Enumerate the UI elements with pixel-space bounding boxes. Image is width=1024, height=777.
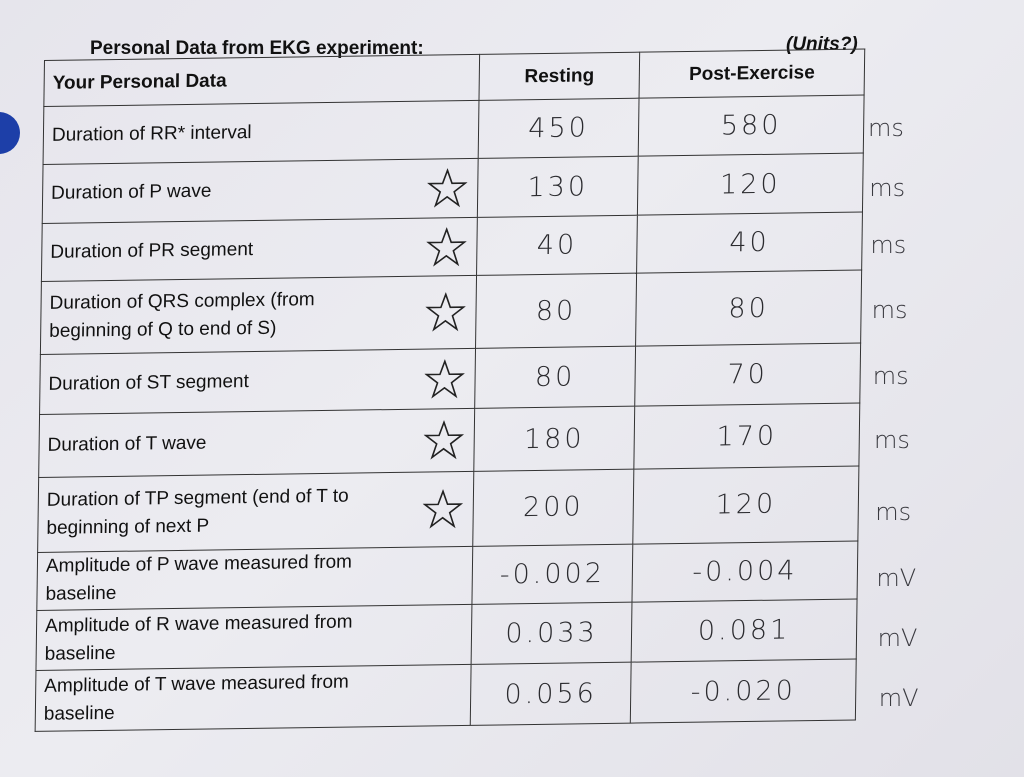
row-label: Amplitude of P wave measured from baseli… <box>45 551 353 606</box>
punch-hole <box>0 112 20 154</box>
resting-value: 80 <box>475 273 637 349</box>
row-label-cell: Duration of TP segment (end of T to begi… <box>37 471 474 552</box>
unit-annotation: ms <box>875 498 912 526</box>
post-exercise-value: 580 <box>638 95 865 157</box>
resting-value: 40 <box>476 215 638 276</box>
post-exercise-value: 170 <box>633 403 860 470</box>
worksheet-title: Personal Data from EKG experiment: <box>90 38 424 59</box>
unit-annotation: ms <box>872 362 909 390</box>
row-label: Duration of QRS complex (from beginning … <box>49 289 315 342</box>
row-label: Duration of RR* interval <box>51 121 252 146</box>
resting-value: 80 <box>474 346 636 409</box>
table-row: Duration of PR segment 40 40 <box>41 211 863 282</box>
table-row: Duration of T wave 180 170 <box>38 403 860 478</box>
post-exercise-value: 40 <box>636 211 863 274</box>
row-label-cell: Amplitude of T wave measured from baseli… <box>35 664 472 732</box>
star-outline-icon <box>425 292 466 333</box>
star-outline-icon <box>423 420 465 461</box>
unit-annotation: ms <box>871 296 908 324</box>
row-label-cell: Amplitude of R wave measured from baseli… <box>35 604 472 671</box>
star-outline-icon <box>422 488 464 530</box>
post-exercise-value: 0.081 <box>631 598 858 663</box>
table-row: Duration of TP segment (end of T to begi… <box>37 465 859 552</box>
unit-annotation: ms <box>869 174 906 202</box>
row-label-cell: Duration of T wave <box>38 408 475 478</box>
row-label: Duration of PR segment <box>50 238 254 263</box>
post-exercise-value: 120 <box>632 465 859 544</box>
units-heading: (Units?) <box>786 34 858 55</box>
unit-annotation: mV <box>878 684 919 712</box>
post-exercise-value: 80 <box>635 270 862 347</box>
post-exercise-value: 70 <box>634 342 861 407</box>
row-label-cell: Duration of PR segment <box>41 217 478 282</box>
header-resting: Resting <box>478 52 640 101</box>
table-row: Duration of ST segment 80 70 <box>39 342 861 415</box>
row-label: Duration of P wave <box>50 180 212 205</box>
post-exercise-value: -0.020 <box>630 659 857 724</box>
row-label-cell: Amplitude of P wave measured from baseli… <box>36 545 473 611</box>
table-row: Amplitude of T wave measured from baseli… <box>35 659 857 732</box>
unit-annotation: ms <box>870 231 907 259</box>
resting-value: 0.056 <box>470 662 632 726</box>
table-row: Duration of QRS complex (from beginning … <box>40 270 862 355</box>
star-outline-icon <box>426 168 468 209</box>
table-row: Duration of P wave 130 120 <box>42 153 864 224</box>
row-label-cell: Duration of QRS complex (from beginning … <box>40 275 477 355</box>
unit-annotation: mV <box>876 564 917 592</box>
ekg-data-table: Your Personal Data Resting Post-Exercise… <box>35 49 866 732</box>
resting-value: 450 <box>478 98 640 159</box>
row-label: Duration of TP segment (end of T to begi… <box>46 485 349 539</box>
resting-value: 0.033 <box>471 602 632 665</box>
resting-value: -0.002 <box>471 543 633 605</box>
row-label-cell: Duration of RR* interval <box>43 100 479 165</box>
resting-value: 130 <box>477 156 639 218</box>
star-outline-icon <box>426 226 467 268</box>
row-label: Duration of ST segment <box>48 370 249 395</box>
post-exercise-value: 120 <box>637 153 864 216</box>
resting-value: 180 <box>473 406 635 472</box>
resting-value: 200 <box>472 469 634 546</box>
header-your-personal-data: Your Personal Data <box>43 54 480 107</box>
row-label-cell: Duration of ST segment <box>39 348 476 415</box>
header-post-exercise: Post-Exercise <box>639 49 865 99</box>
unit-annotation: mV <box>877 624 918 652</box>
post-exercise-value: -0.004 <box>631 540 858 603</box>
row-label: Amplitude of T wave measured from baseli… <box>43 671 349 726</box>
star-outline-icon <box>424 358 466 400</box>
unit-annotation: ms <box>868 114 904 142</box>
table-row: Amplitude of R wave measured from baseli… <box>35 598 858 671</box>
data-table-wrap: Your Personal Data Resting Post-Exercise… <box>35 49 865 732</box>
row-label-cell: Duration of P wave <box>42 158 479 224</box>
row-label: Duration of T wave <box>47 432 207 456</box>
unit-annotation: ms <box>874 426 910 454</box>
row-label: Amplitude of R wave measured from baseli… <box>44 611 353 665</box>
